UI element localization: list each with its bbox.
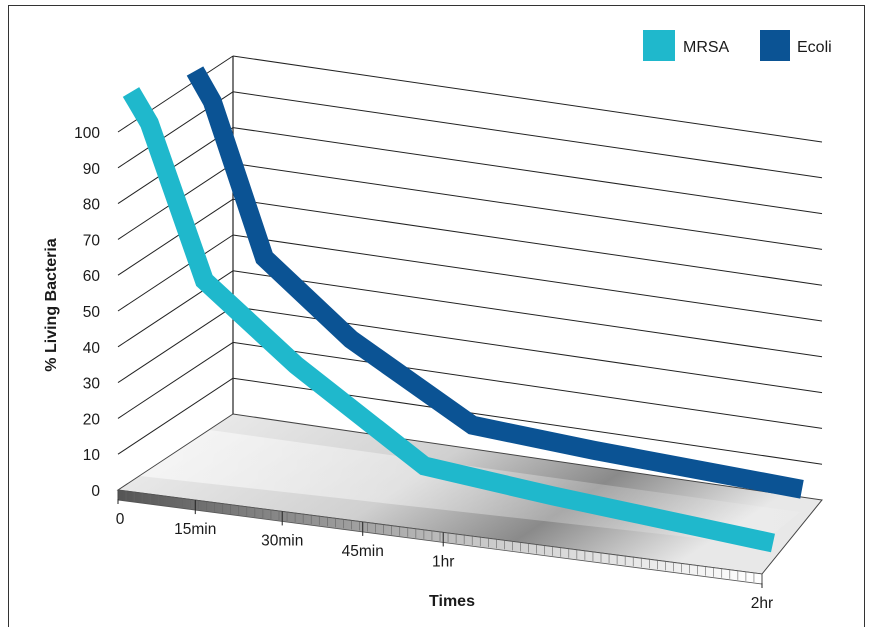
gridline-diagonal xyxy=(117,306,234,384)
gridline xyxy=(232,91,823,179)
y-tick-label: 40 xyxy=(83,340,101,357)
legend: MRSA Ecoli xyxy=(643,30,832,61)
gridline-diagonal xyxy=(117,127,234,205)
gridline xyxy=(232,234,823,322)
y-tick-label: 20 xyxy=(83,411,101,428)
y-tick-label: 70 xyxy=(83,232,101,249)
y-tick-label: 10 xyxy=(83,447,101,464)
gridline-diagonal xyxy=(117,234,234,312)
legend-label-mrsa: MRSA xyxy=(683,39,730,56)
x-tick-labels: 0 15min 30min 45min 1hr 2hr xyxy=(116,511,774,612)
series-lines xyxy=(122,66,804,553)
series-line-mrsa xyxy=(122,87,775,553)
y-tick-label: 90 xyxy=(83,161,101,178)
x-tick-label: 30min xyxy=(261,532,303,549)
x-ticks xyxy=(117,490,763,588)
y-tick-label: 50 xyxy=(83,304,101,321)
x-tick-label: 45min xyxy=(342,543,384,560)
y-tick-labels: 0 10 20 30 40 50 60 70 80 90 100 xyxy=(74,125,100,500)
legend-label-ecoli: Ecoli xyxy=(797,39,832,56)
x-tick-label: 2hr xyxy=(751,595,773,612)
gridline-diagonal xyxy=(117,377,234,455)
gridline xyxy=(232,127,823,215)
y-tick-label: 60 xyxy=(83,268,101,285)
gridline xyxy=(232,198,823,286)
gridline-diagonal xyxy=(117,198,234,276)
legend-swatch-ecoli xyxy=(760,30,790,61)
series-line-ecoli xyxy=(186,66,804,499)
x-tick-label: 15min xyxy=(174,521,216,538)
gridline xyxy=(232,162,823,250)
x-tick-label: 1hr xyxy=(432,553,454,570)
legend-swatch-mrsa xyxy=(643,30,675,61)
gridline xyxy=(232,55,823,143)
x-tick-label: 0 xyxy=(116,511,125,528)
x-axis-title: Times xyxy=(429,593,475,610)
y-tick-label: 0 xyxy=(91,483,100,500)
y-tick-label: 80 xyxy=(83,197,101,214)
gridline xyxy=(232,341,823,429)
gridline xyxy=(232,270,823,358)
y-tick-label: 30 xyxy=(83,376,101,393)
y-tick-label: 100 xyxy=(74,125,100,142)
y-axis-title: % Living Bacteria xyxy=(43,238,60,371)
gridline-diagonal xyxy=(117,341,234,419)
